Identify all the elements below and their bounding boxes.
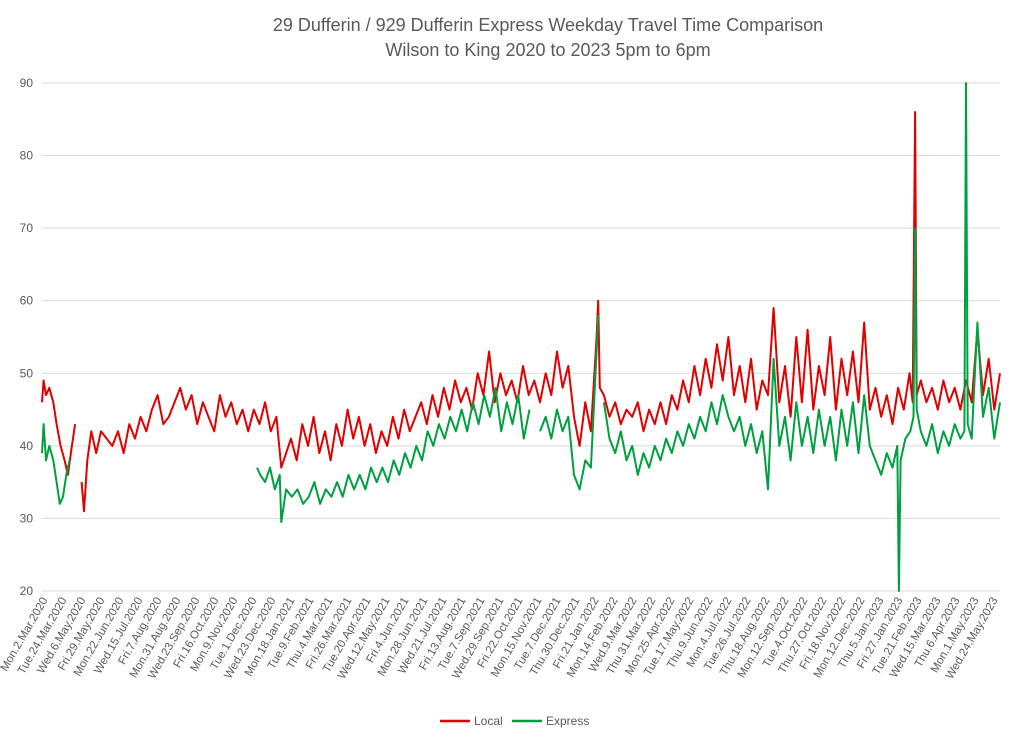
y-tick-label: 60 <box>20 294 34 308</box>
y-axis-ticks: 20 30 40 50 60 70 80 90 <box>20 76 34 598</box>
legend-label-local: Local <box>474 714 503 728</box>
legend: Local Express <box>440 714 589 728</box>
x-axis-ticks: Mon.2.Mar.2020Tue.24.Mar.2020Wed.6.May.2… <box>0 596 1001 682</box>
y-tick-label: 70 <box>20 221 34 235</box>
series-line-express <box>41 82 1001 592</box>
legend-label-express: Express <box>546 714 589 728</box>
y-tick-label: 50 <box>20 366 34 380</box>
y-tick-label: 40 <box>20 439 34 453</box>
chart-title: 29 Dufferin / 929 Dufferin Express Weekd… <box>273 15 823 35</box>
y-tick-label: 30 <box>20 511 34 525</box>
y-tick-label: 80 <box>20 149 34 163</box>
y-tick-label: 90 <box>20 76 34 90</box>
chart-subtitle: Wilson to King 2020 to 2023 5pm to 6pm <box>385 40 710 60</box>
grid-lines <box>42 82 1000 592</box>
series-lines <box>41 82 1001 592</box>
y-tick-label: 20 <box>20 584 34 598</box>
